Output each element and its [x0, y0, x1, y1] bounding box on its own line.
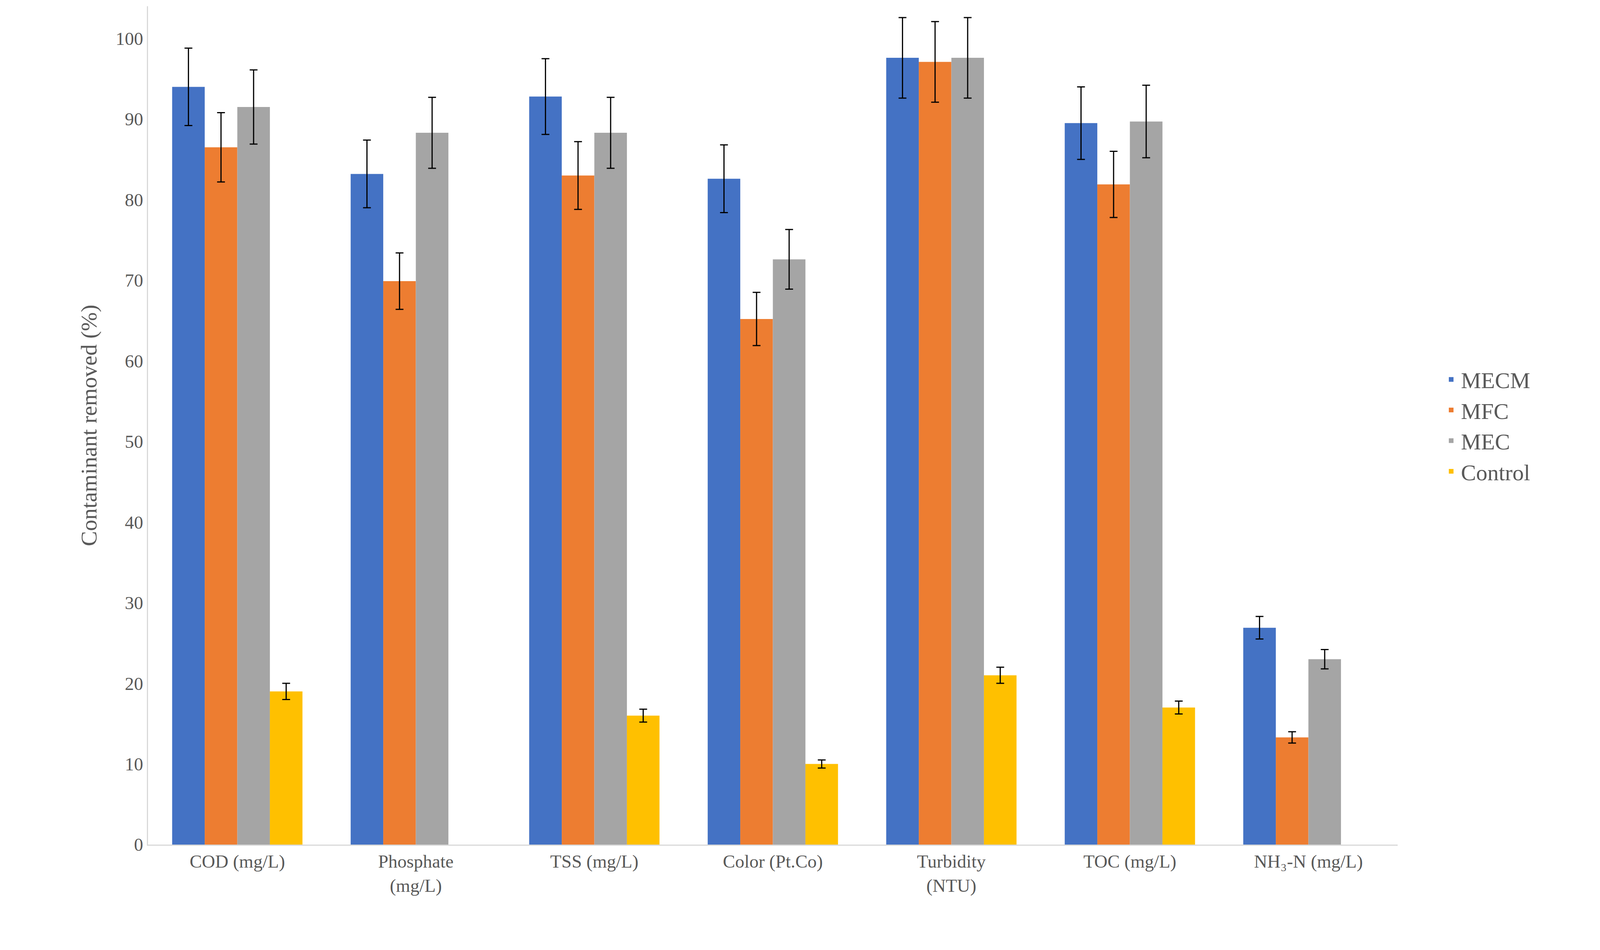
svg-text:TSS (mg/L): TSS (mg/L): [550, 851, 639, 872]
svg-text:0: 0: [133, 834, 144, 856]
svg-text:50: 50: [125, 431, 144, 452]
svg-text:80: 80: [125, 189, 144, 211]
svg-text:70: 70: [125, 270, 144, 291]
svg-text:100: 100: [115, 28, 144, 49]
svg-text:10: 10: [125, 754, 144, 775]
svg-text:NH₃-N (mg/L): NH₃-N (mg/L): [1253, 851, 1363, 872]
svg-text:30: 30: [125, 592, 144, 614]
svg-text:40: 40: [125, 512, 144, 533]
svg-text:MEC: MEC: [1460, 429, 1511, 455]
svg-text:COD (mg/L): COD (mg/L): [189, 851, 285, 872]
svg-text:Contaminant removed (%): Contaminant removed (%): [76, 304, 102, 547]
svg-text:Control: Control: [1460, 460, 1531, 486]
svg-text:Phosphate(mg/L): Phosphate(mg/L): [378, 851, 454, 896]
svg-text:TOC (mg/L): TOC (mg/L): [1083, 851, 1177, 872]
svg-text:Color (Pt.Co): Color (Pt.Co): [723, 851, 824, 872]
svg-text:60: 60: [125, 351, 144, 372]
svg-text:MFC: MFC: [1460, 398, 1509, 425]
svg-text:90: 90: [125, 108, 144, 130]
svg-text:Turbidity(NTU): Turbidity(NTU): [917, 851, 986, 896]
svg-text:MECM: MECM: [1460, 367, 1531, 394]
svg-text:20: 20: [125, 673, 144, 695]
